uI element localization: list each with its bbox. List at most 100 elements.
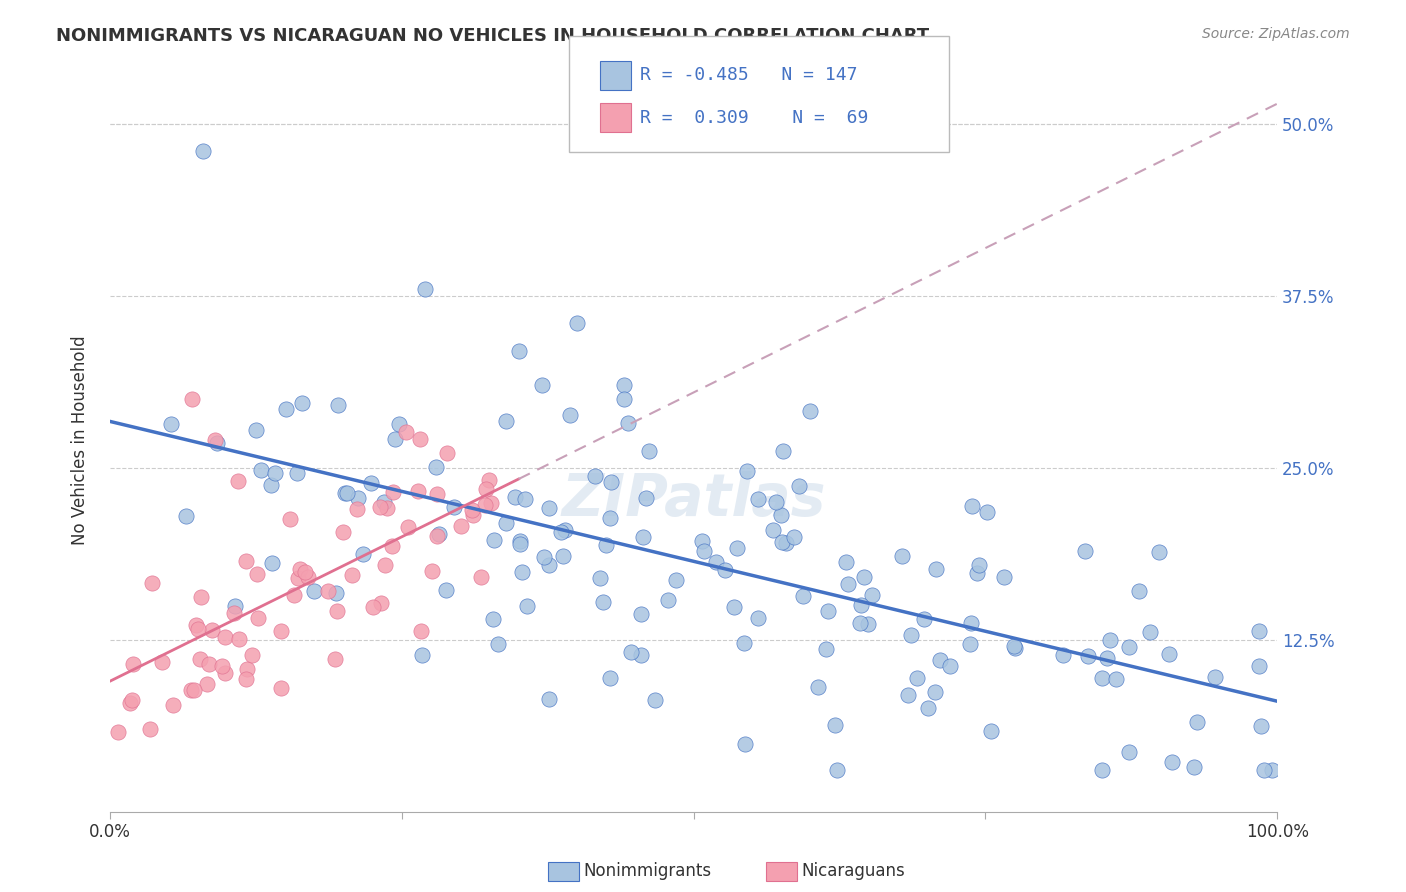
Point [240, 648, 263, 662]
Point [187, 622, 209, 636]
Point [495, 516, 517, 530]
Point [347, 491, 370, 506]
Point [772, 444, 794, 458]
Point [551, 549, 574, 563]
Point [510, 566, 533, 580]
Point [1118, 640, 1140, 655]
Point [228, 632, 250, 646]
Point [333, 486, 356, 500]
Point [474, 499, 496, 513]
Text: R =  0.309    N =  69: R = 0.309 N = 69 [640, 109, 868, 127]
Point [176, 508, 198, 523]
Point [384, 432, 406, 446]
Point [1204, 670, 1226, 684]
Point [332, 524, 354, 539]
Point [120, 696, 142, 710]
Point [589, 572, 612, 586]
Point [183, 682, 205, 697]
Point [197, 657, 219, 671]
Point [425, 460, 447, 475]
Point [479, 496, 502, 510]
Point [1253, 763, 1275, 777]
Point [613, 378, 636, 392]
Point [924, 685, 946, 699]
Point [361, 599, 384, 614]
Point [162, 698, 184, 712]
Point [1091, 672, 1114, 686]
Point [236, 663, 259, 677]
Point [214, 666, 236, 681]
Point [481, 612, 503, 626]
Point [224, 599, 246, 613]
Point [1091, 763, 1114, 777]
Point [201, 623, 224, 637]
Point [770, 534, 793, 549]
Point [583, 469, 606, 483]
Point [595, 538, 617, 552]
Point [815, 642, 838, 657]
Point [762, 523, 785, 537]
Point [370, 596, 392, 610]
Point [891, 549, 914, 563]
Point [395, 425, 418, 439]
Point [636, 491, 658, 505]
Point [373, 495, 395, 509]
Point [247, 611, 270, 625]
Point [1004, 640, 1026, 655]
Point [613, 392, 636, 406]
Point [714, 563, 737, 577]
Point [599, 510, 621, 524]
Point [856, 616, 879, 631]
Point [1128, 584, 1150, 599]
Text: Nicaraguans: Nicaraguans [801, 863, 905, 880]
Point [283, 588, 305, 602]
Point [1095, 650, 1118, 665]
Point [443, 500, 465, 514]
Text: ZIPatlas: ZIPatlas [561, 471, 825, 528]
Point [141, 575, 163, 590]
Point [537, 558, 560, 572]
Point [436, 446, 458, 460]
Point [509, 537, 531, 551]
Point [1073, 543, 1095, 558]
Point [897, 689, 920, 703]
Point [723, 600, 745, 615]
Point [204, 433, 226, 447]
Point [959, 637, 981, 651]
Point [630, 648, 652, 662]
Point [478, 473, 501, 487]
Point [406, 483, 429, 498]
Point [346, 502, 368, 516]
Point [121, 693, 143, 707]
Point [246, 566, 269, 581]
Point [274, 401, 297, 416]
Point [270, 681, 292, 696]
Point [503, 490, 526, 504]
Point [765, 495, 787, 509]
Point [287, 571, 309, 585]
Point [1052, 648, 1074, 662]
Point [725, 541, 748, 556]
Point [260, 556, 283, 570]
Point [747, 491, 769, 506]
Point [735, 464, 758, 478]
Point [537, 500, 560, 515]
Point [316, 584, 339, 599]
Point [427, 527, 450, 541]
Y-axis label: No Vehicles in Household: No Vehicles in Household [72, 335, 89, 545]
Point [599, 475, 621, 489]
Point [912, 612, 935, 626]
Point [1002, 639, 1025, 653]
Point [960, 500, 983, 514]
Point [693, 544, 716, 558]
Point [160, 417, 183, 431]
Point [184, 618, 207, 632]
Point [1185, 715, 1208, 730]
Point [807, 680, 830, 694]
Point [980, 724, 1002, 739]
Point [245, 423, 267, 437]
Point [1261, 763, 1284, 777]
Point [825, 763, 848, 777]
Point [409, 624, 432, 639]
Point [375, 501, 398, 516]
